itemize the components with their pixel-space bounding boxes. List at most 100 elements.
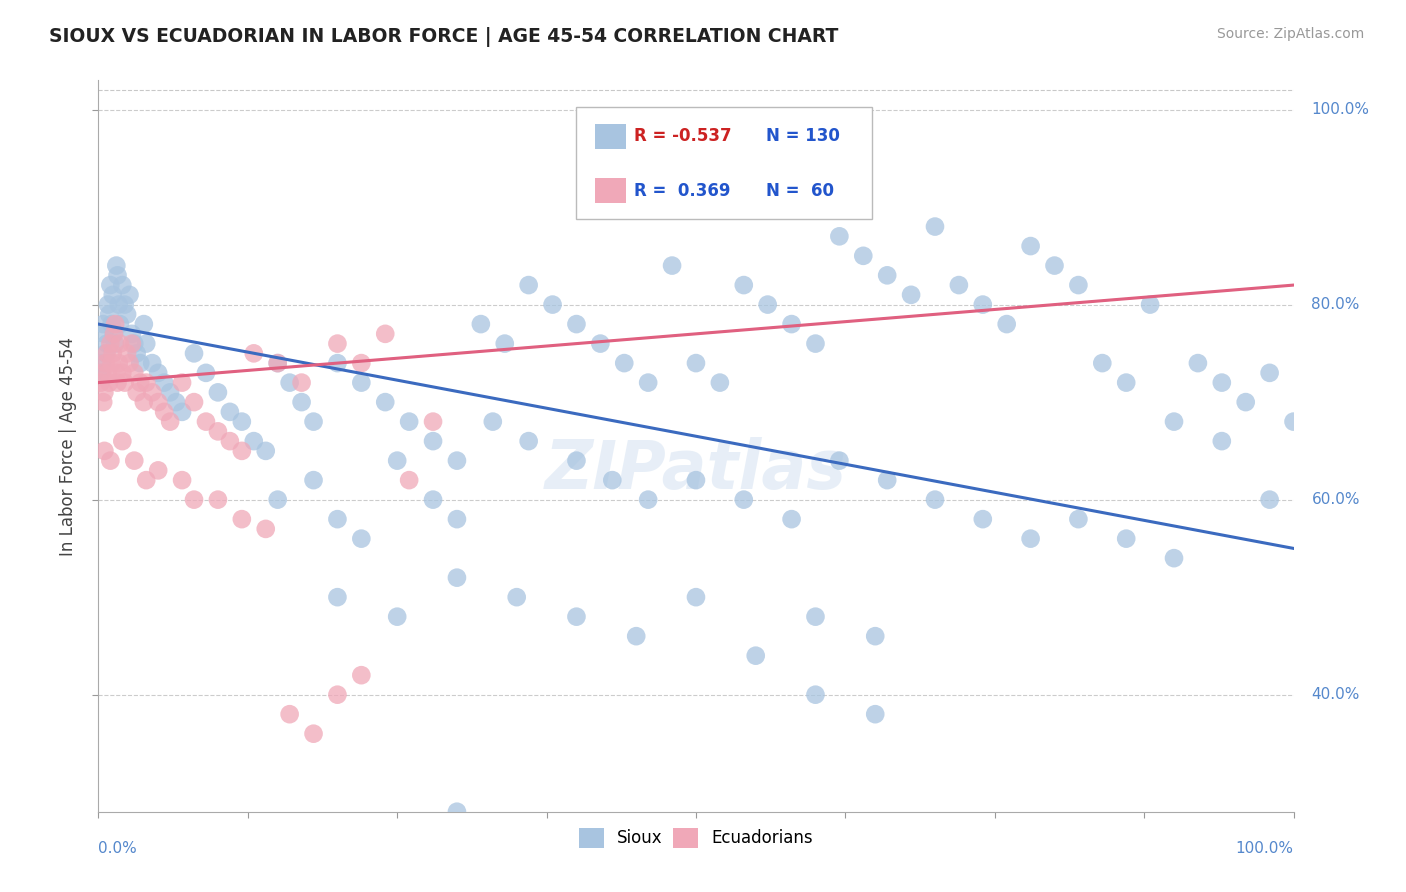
Point: [207, 425, 229, 439]
Point: [398, 415, 420, 429]
Point: [91, 317, 114, 331]
Point: [780, 512, 803, 526]
Point: [90, 376, 112, 390]
Point: [709, 376, 731, 390]
Text: N =  60: N = 60: [766, 182, 834, 200]
Point: [1115, 532, 1137, 546]
Point: [1091, 356, 1114, 370]
Point: [602, 473, 624, 487]
Point: [195, 366, 218, 380]
Point: [114, 376, 136, 390]
Point: [494, 336, 516, 351]
Point: [374, 326, 396, 341]
Point: [828, 229, 851, 244]
Point: [104, 317, 127, 331]
Point: [385, 453, 409, 467]
Point: [254, 522, 277, 536]
Point: [350, 356, 373, 370]
Point: [1067, 278, 1090, 293]
Text: 100.0%: 100.0%: [1312, 102, 1369, 117]
Point: [98, 278, 122, 293]
Point: [1019, 532, 1042, 546]
Point: [105, 366, 128, 380]
Point: [1163, 551, 1185, 566]
Point: [96, 336, 118, 351]
Point: [613, 356, 636, 370]
Point: [243, 434, 266, 449]
Point: [517, 278, 540, 293]
Point: [302, 727, 325, 741]
Point: [291, 395, 314, 409]
Point: [780, 317, 803, 331]
Point: [104, 336, 127, 351]
Point: [302, 473, 325, 487]
Point: [972, 512, 994, 526]
Text: 80.0%: 80.0%: [1312, 297, 1360, 312]
Point: [326, 512, 349, 526]
Point: [267, 356, 290, 370]
Point: [129, 356, 152, 370]
Point: [1211, 434, 1233, 449]
Point: [114, 297, 136, 311]
Point: [118, 356, 141, 370]
Point: [98, 336, 122, 351]
Text: R =  0.369: R = 0.369: [634, 182, 731, 200]
Point: [90, 366, 112, 380]
Point: [105, 259, 128, 273]
Point: [1282, 415, 1305, 429]
Point: [107, 356, 129, 370]
Text: SIOUX VS ECUADORIAN IN LABOR FORCE | AGE 45-54 CORRELATION CHART: SIOUX VS ECUADORIAN IN LABOR FORCE | AGE…: [49, 27, 838, 46]
Point: [637, 492, 659, 507]
Point: [195, 415, 218, 429]
Point: [91, 356, 114, 370]
Point: [125, 346, 148, 360]
Point: [541, 297, 564, 311]
Point: [637, 376, 659, 390]
Point: [141, 356, 163, 370]
Point: [326, 688, 349, 702]
Point: [172, 473, 194, 487]
Point: [93, 385, 115, 400]
Point: [135, 473, 157, 487]
Point: [852, 249, 875, 263]
Point: [107, 376, 129, 390]
Point: [661, 259, 683, 273]
Point: [828, 453, 851, 467]
Point: [107, 268, 129, 283]
Point: [148, 463, 170, 477]
Point: [148, 366, 170, 380]
Point: [924, 219, 946, 234]
Point: [132, 395, 155, 409]
Point: [865, 707, 887, 722]
Point: [506, 590, 529, 604]
Point: [165, 395, 187, 409]
Point: [111, 434, 134, 449]
Point: [101, 288, 124, 302]
Point: [135, 376, 157, 390]
Point: [108, 317, 131, 331]
Point: [589, 336, 612, 351]
Point: [972, 297, 994, 311]
Point: [132, 317, 155, 331]
Point: [804, 336, 827, 351]
Point: [98, 453, 122, 467]
Point: [124, 336, 146, 351]
Point: [118, 288, 141, 302]
Point: [1187, 356, 1209, 370]
Point: [243, 346, 266, 360]
Point: [756, 297, 779, 311]
Point: [278, 707, 301, 722]
Point: [1067, 512, 1090, 526]
Point: [1258, 366, 1281, 380]
Point: [172, 376, 194, 390]
Point: [231, 443, 253, 458]
Point: [924, 492, 946, 507]
Point: [1019, 239, 1042, 253]
Point: [302, 415, 325, 429]
Point: [685, 590, 707, 604]
Point: [1139, 297, 1161, 311]
Text: 60.0%: 60.0%: [1312, 492, 1360, 508]
Point: [148, 395, 170, 409]
Point: [121, 326, 143, 341]
Point: [350, 376, 373, 390]
